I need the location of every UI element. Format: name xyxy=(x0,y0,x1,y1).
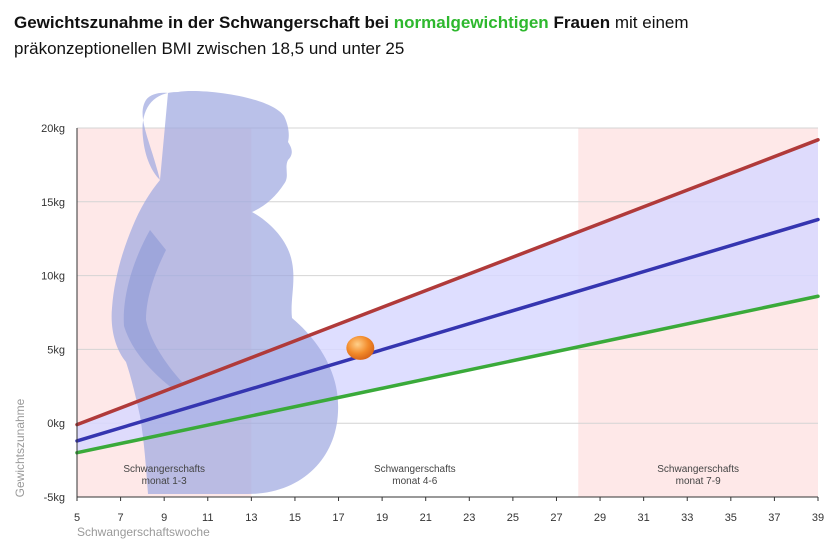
title-part2: Frauen xyxy=(553,13,611,32)
x-tick-label-17: 17 xyxy=(332,512,344,524)
x-tick-label-11: 11 xyxy=(202,512,213,524)
trimester-label-1-line2: monat 1-3 xyxy=(142,476,187,487)
x-axis-label: Schwangerschaftswoche xyxy=(77,525,210,539)
x-tick-labels: 5 7 9 11 13 15 17 19 21 23 25 27 29 31 33 35 37 39 xyxy=(74,497,824,524)
trimester-label-3-line1: Schwangerschafts xyxy=(657,464,739,475)
y-tick-label-2: 5kg xyxy=(47,344,65,356)
trimester-label-1-line1: Schwangerschafts xyxy=(123,464,205,475)
x-tick-label-9: 9 xyxy=(161,512,167,524)
title-part3: mit einem xyxy=(614,13,689,32)
title-line2: präkonzeptionellen BMI zwischen 18,5 und… xyxy=(14,39,405,58)
series-lines xyxy=(75,138,820,455)
x-tick-label-39: 39 xyxy=(812,512,824,524)
marker xyxy=(346,335,375,360)
trimester-label-2-line1: Schwangerschafts xyxy=(374,464,456,475)
y-tick-label-0: -5kg xyxy=(44,492,65,504)
x-tick-label-35: 35 xyxy=(725,512,737,524)
x-tick-label-33: 33 xyxy=(681,512,693,524)
x-tick-label-13: 13 xyxy=(245,512,257,524)
x-tick-label-5: 5 xyxy=(74,512,80,524)
silhouette-arm xyxy=(123,230,182,390)
series-line-middle xyxy=(75,217,820,443)
x-tick-label-23: 23 xyxy=(463,512,475,524)
y-tick-label-5: 20kg xyxy=(41,123,65,135)
chart-title: Gewichtszunahme in der Schwangerschaft b… xyxy=(14,10,824,62)
x-tick-label-29: 29 xyxy=(594,512,606,524)
y-axis-label: Gewichtszunahme xyxy=(13,398,27,497)
pregnant-woman-silhouette xyxy=(111,91,339,494)
marker-group xyxy=(346,335,375,360)
trimester-label-2-line2: monat 4-6 xyxy=(392,476,437,487)
x-tick-label-37: 37 xyxy=(768,512,780,524)
x-tick-label-27: 27 xyxy=(550,512,562,524)
x-tick-label-7: 7 xyxy=(118,512,124,524)
axes xyxy=(76,128,818,498)
title-part1: Gewichtszunahme in der Schwangerschaft b… xyxy=(14,13,390,32)
x-tick-label-19: 19 xyxy=(376,512,388,524)
y-tick-labels: -5kg 0kg 5kg 10kg 15kg 20kg xyxy=(41,123,65,504)
trimester-label-3-line2: monat 7-9 xyxy=(676,476,721,487)
x-tick-label-25: 25 xyxy=(507,512,519,524)
y-tick-label-4: 15kg xyxy=(41,197,65,209)
x-tick-label-15: 15 xyxy=(289,512,301,524)
title-highlight: normalgewichtigen xyxy=(393,13,549,32)
series-line-upper xyxy=(75,138,820,427)
y-tick-label-1: 0kg xyxy=(47,418,65,430)
series-line-lower xyxy=(75,294,820,455)
x-tick-label-21: 21 xyxy=(420,512,432,524)
x-tick-label-31: 31 xyxy=(638,512,650,524)
y-tick-label-3: 10kg xyxy=(41,271,65,283)
